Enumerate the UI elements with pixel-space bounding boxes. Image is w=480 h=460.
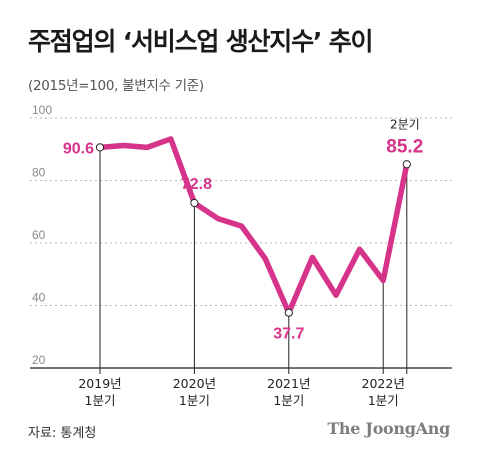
chart-subtitle: (2015년=100, 불변지수 기준) xyxy=(28,78,204,94)
y-tick-100: 100 xyxy=(32,103,52,117)
axis-layer: 20 40 60 80 100 2019년 1분기 2020년 1분기 2021년 1분기 2022년… xyxy=(30,103,452,408)
chart-title: 주점업의 ‘서비스업 생산지수’ 추이 xyxy=(28,27,374,56)
series-layer xyxy=(95,136,411,317)
y-tick-80: 80 xyxy=(32,166,46,180)
data-point-13 xyxy=(402,160,411,169)
data-label-4: 72.8 xyxy=(181,176,212,193)
series-line xyxy=(97,136,410,316)
x-tick-year-12: 2022년 xyxy=(362,376,405,391)
data-label-13: 85.2 xyxy=(386,136,423,157)
data-point-4 xyxy=(190,198,199,208)
x-tick-quarter-8: 1분기 xyxy=(273,393,304,408)
label-layer: 90.6 72.8 37.7 85.2 2분기 xyxy=(63,117,423,342)
x-tick-quarter-12: 1분기 xyxy=(368,393,399,408)
data-point-0 xyxy=(95,143,105,152)
data-point-8 xyxy=(284,308,293,317)
brand-logo: The JoongAng xyxy=(327,419,450,438)
source-note: 자료: 통계청 xyxy=(28,426,97,441)
x-tick-year-8: 2021년 xyxy=(267,376,310,391)
data-label-0: 90.6 xyxy=(63,140,94,157)
data-note-13: 2분기 xyxy=(390,117,420,131)
x-tick-year-0: 2019년 xyxy=(78,376,121,391)
x-tick-quarter-4: 1분기 xyxy=(179,393,210,408)
x-tick-year-4: 2020년 xyxy=(173,376,216,391)
x-tick-quarter-0: 1분기 xyxy=(85,393,116,408)
y-tick-20: 20 xyxy=(32,353,46,367)
y-tick-60: 60 xyxy=(32,228,46,242)
y-tick-40: 40 xyxy=(32,291,46,305)
data-label-8: 37.7 xyxy=(273,326,304,343)
